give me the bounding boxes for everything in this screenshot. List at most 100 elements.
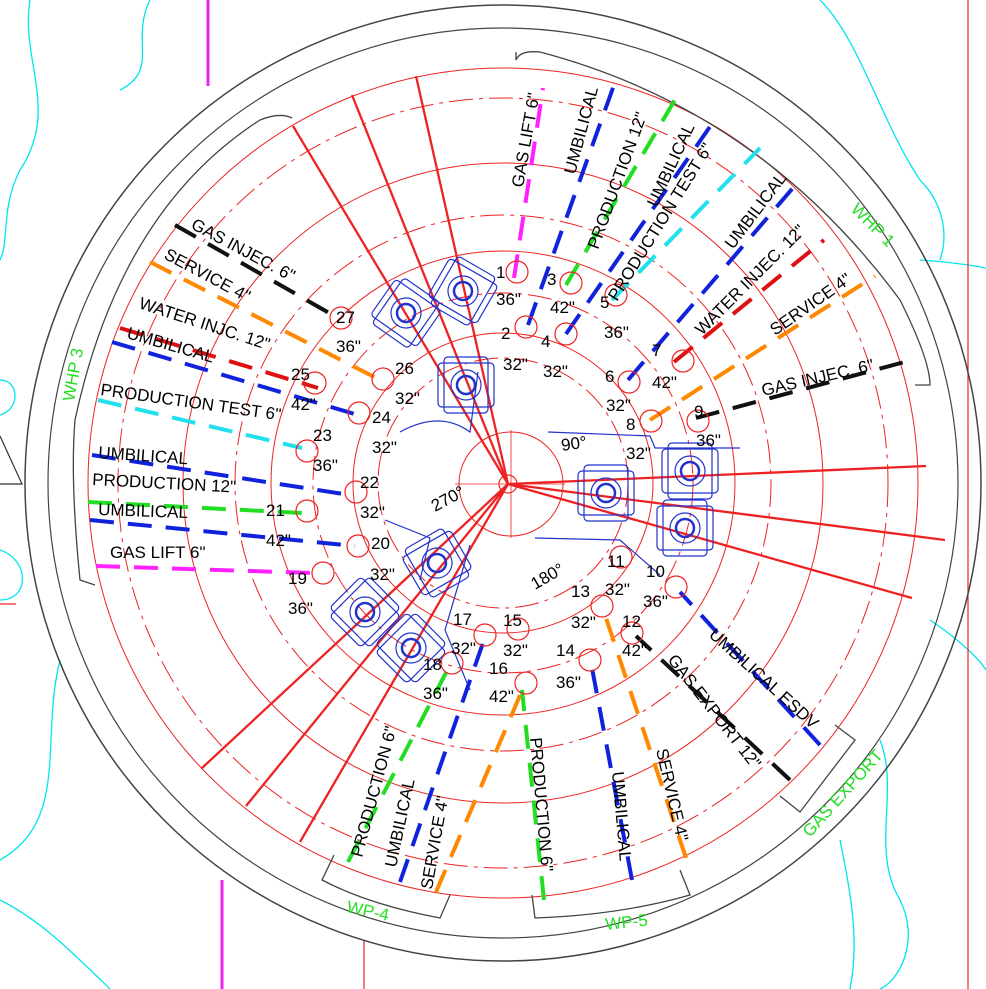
ring-r320 xyxy=(182,162,824,804)
caisson-frame-inner xyxy=(667,442,713,500)
riser-line-gas-lift xyxy=(95,564,313,575)
label-wp5-umbilical: UMBILICAL xyxy=(608,771,635,862)
slot-circle xyxy=(473,623,497,647)
line-labels: GAS LIFT 6" UMBILICAL PRODUCTION 12" UMB… xyxy=(92,84,876,890)
label-whp3-umbilical-c: UMBILICAL xyxy=(98,500,188,522)
slot-size: 32" xyxy=(451,639,476,658)
caisson-frame-inner xyxy=(330,577,400,647)
caisson-frame xyxy=(371,279,441,347)
radial-line xyxy=(201,483,509,769)
slot-size: 36" xyxy=(604,323,629,342)
caisson-symbol xyxy=(330,577,400,647)
slot-number: 25 xyxy=(291,365,310,384)
slot-size: 32" xyxy=(372,438,397,457)
slot-circle xyxy=(311,561,335,585)
slot-number: 27 xyxy=(336,308,355,327)
slot-size: 32" xyxy=(605,580,630,599)
slot-size: 36" xyxy=(288,599,313,618)
slot-number: 1 xyxy=(496,263,505,282)
label-whp1-gas-injection: GAS INJEC. 6" xyxy=(760,356,876,400)
contour-line xyxy=(0,659,61,861)
slot-size: 42" xyxy=(550,298,575,317)
slot-circle xyxy=(609,545,633,569)
slot-size: 32" xyxy=(571,613,596,632)
slot-circles xyxy=(295,260,710,695)
slot-number: 16 xyxy=(489,659,508,678)
slot-circle xyxy=(344,480,368,504)
caisson-ring xyxy=(674,455,706,487)
caisson-symbol xyxy=(577,464,635,522)
slot-number: 4 xyxy=(541,332,550,351)
label-whp3-production-test: PRODUCTION TEST 6" xyxy=(99,380,282,424)
slot-number: 9 xyxy=(694,402,703,421)
jacket-arm-lower xyxy=(444,544,471,691)
slot-circle xyxy=(639,409,663,433)
slot-number: 17 xyxy=(453,610,472,629)
slot-size: 32" xyxy=(360,503,385,522)
caisson-frame xyxy=(577,470,635,516)
slot-circle xyxy=(554,322,578,346)
slot-circle xyxy=(329,306,353,330)
label-wp5-production: PRODUCTION 6" xyxy=(526,737,557,873)
riser-line-production xyxy=(520,689,546,901)
slot-number: 15 xyxy=(503,611,522,630)
caisson-core xyxy=(395,302,417,324)
caisson-frame-inner xyxy=(404,528,470,598)
caisson-ring xyxy=(390,297,422,329)
riser-line-umbilical xyxy=(89,518,356,548)
contour-line xyxy=(919,259,986,269)
wp4-bracket xyxy=(321,854,451,919)
caisson-frame-inner xyxy=(430,256,496,326)
slot-size: 32" xyxy=(503,641,528,660)
caisson-symbol xyxy=(402,528,472,598)
radial-line xyxy=(507,464,927,486)
caisson-symbol xyxy=(376,613,446,683)
slot-labels: 136"232"342"432"536"632"742"832"936"1036… xyxy=(266,263,721,706)
angle-270: 270° xyxy=(428,482,468,515)
slot-number: 18 xyxy=(423,655,442,674)
caisson-symbol xyxy=(661,442,719,500)
angle-180: 180° xyxy=(528,559,568,593)
slot-circle xyxy=(440,651,464,675)
label-whp1-gas-lift: GAS LIFT 6" xyxy=(508,91,543,188)
riser-line-service xyxy=(602,611,688,859)
wp5-bracket xyxy=(531,869,691,919)
slot-number: 11 xyxy=(607,552,625,571)
slot-number: 20 xyxy=(371,534,390,553)
caisson-frame xyxy=(437,362,495,408)
slot-circle xyxy=(617,370,641,394)
slot-size: 36" xyxy=(496,290,521,309)
caisson-ring xyxy=(669,512,701,544)
caisson-frame xyxy=(661,448,719,494)
caisson-ring xyxy=(421,547,453,579)
label-wp5-service: SERVICE 4" xyxy=(652,747,692,843)
caisson-frame xyxy=(402,530,472,596)
jacket-arm-left xyxy=(384,519,431,581)
slot-circle xyxy=(346,534,370,558)
caisson-core xyxy=(455,374,477,396)
slot-size: 32" xyxy=(606,396,631,415)
slot-size: 32" xyxy=(395,389,420,408)
caisson-ring xyxy=(590,477,622,509)
slot-size: 36" xyxy=(696,431,721,450)
riser-line-service xyxy=(149,260,381,382)
angle-labels: 90° 180° 270° xyxy=(428,433,588,594)
label-wp4-service: SERVICE 4" xyxy=(417,794,452,890)
radial-line xyxy=(507,482,913,600)
slot-number: 2 xyxy=(501,324,510,343)
caisson-frame xyxy=(376,613,446,683)
riser-line-production-test xyxy=(97,398,303,450)
riser-line-umbilical xyxy=(564,116,718,336)
caisson-frame-inner xyxy=(376,613,446,683)
outer-boundary-circle xyxy=(24,4,982,962)
contour-line xyxy=(819,0,945,261)
slot-number: 3 xyxy=(547,270,556,289)
caisson-core xyxy=(426,552,448,574)
riser-line-umbilical xyxy=(626,180,800,382)
jacket-outline xyxy=(384,371,740,691)
slot-size: 42" xyxy=(652,373,677,392)
slot-circle xyxy=(295,499,319,523)
ring-r385-dashed xyxy=(117,97,889,869)
slot-size: 36" xyxy=(336,337,361,356)
